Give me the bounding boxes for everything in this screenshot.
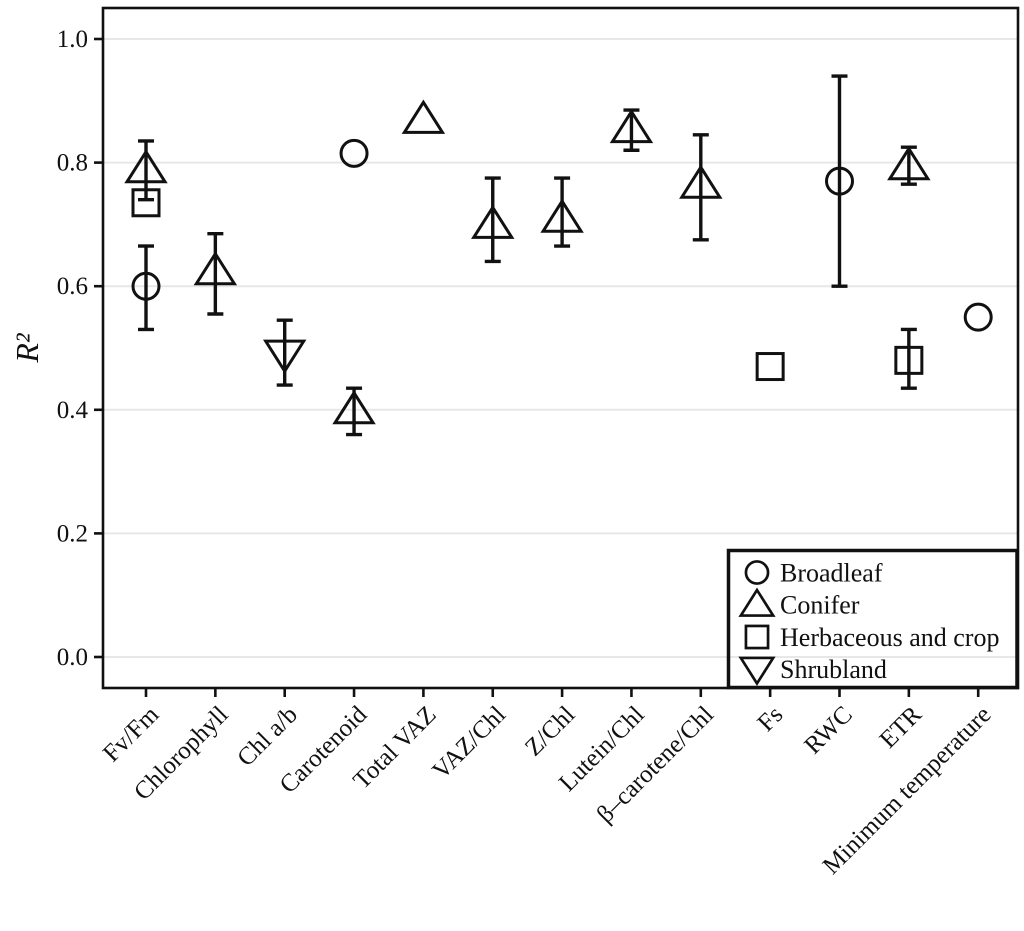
y-axis-title: R²	[9, 332, 45, 364]
marker-circle	[825, 166, 854, 196]
legend-box	[726, 548, 1019, 690]
legend-symbol-triangle-up	[738, 587, 776, 617]
x-tick-label: VAZ/Chl	[427, 701, 511, 785]
marker-square	[755, 352, 785, 382]
marker-circle	[131, 271, 161, 301]
y-tick-label: 0.0	[57, 644, 88, 671]
marker-triangle-up	[124, 148, 168, 184]
y-tick-label: 0.4	[57, 397, 89, 424]
y-tick-label: 0.6	[57, 273, 88, 300]
x-tick-label: Fv/Fm	[98, 701, 165, 768]
y-tick-label: 1.0	[57, 26, 88, 53]
y-tick-label: 0.8	[57, 150, 88, 177]
legend-symbol-triangle-down	[738, 656, 776, 686]
marker-triangle-up	[679, 164, 723, 199]
marker-square	[894, 345, 924, 375]
marker-triangle-up	[609, 108, 654, 144]
legend-label: Broadleaf	[780, 559, 883, 588]
panel-border	[101, 6, 1020, 690]
legend-label: Shrubland	[780, 655, 887, 684]
legend-symbol-square	[744, 624, 770, 650]
marker-triangle-up	[540, 198, 584, 233]
marker-circle	[339, 138, 369, 168]
marker-triangle-up	[332, 389, 376, 425]
legend-label: Herbaceous and crop	[780, 623, 999, 652]
x-tick-label: Fs	[753, 701, 789, 737]
marker-triangle-up	[887, 145, 931, 181]
marker-square	[131, 188, 161, 218]
legend-label: Conifer	[780, 591, 860, 620]
marker-circle	[963, 302, 993, 332]
x-tick-label: ETR	[875, 701, 928, 754]
x-tick-label: RWC	[799, 701, 857, 759]
marker-triangle-down	[262, 339, 307, 374]
legend-symbol-circle	[744, 560, 770, 585]
y-tick-label: 0.2	[57, 520, 88, 547]
marker-triangle-up	[193, 250, 238, 286]
marker-triangle-up	[471, 204, 515, 239]
x-tick-label: Z/Chl	[520, 701, 580, 761]
legend: Broadleaf Conifer Herbaceous and crop Shrub…	[726, 548, 1019, 690]
marker-triangle-up	[401, 99, 446, 134]
